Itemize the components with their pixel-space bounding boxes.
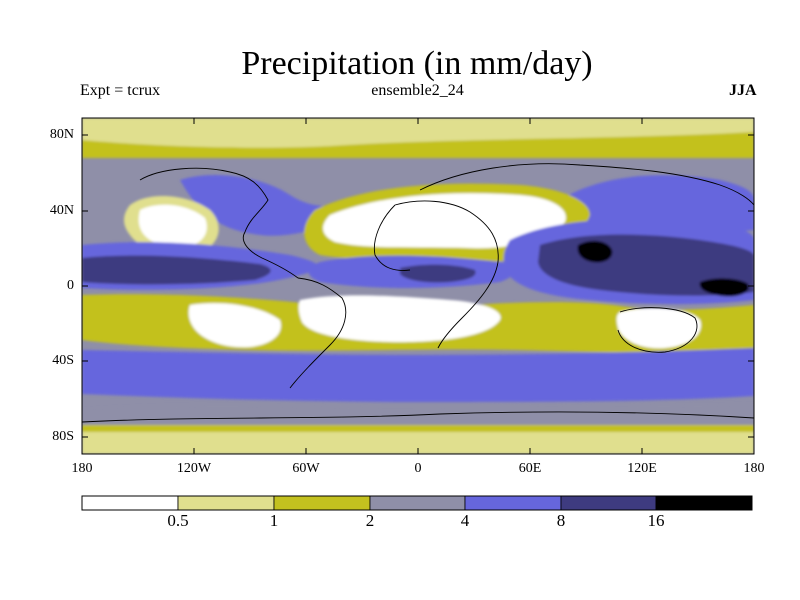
lon-tick-0: 0 <box>414 461 422 476</box>
north-pacific-high-very-dry <box>138 204 207 248</box>
map-title: Precipitation (in mm/day) <box>241 45 593 82</box>
north-pacific-storm-track <box>560 175 754 233</box>
west-africa-coast <box>373 204 411 271</box>
sahara-arabia-very-dry-zone <box>323 193 566 249</box>
southern-storm-track <box>82 348 754 402</box>
colorbar-segment-0-5-1 <box>177 495 275 511</box>
lon-tick-120e: 120E <box>627 461 657 476</box>
colorbar <box>81 495 753 511</box>
colorbar-segment-above-16 <box>655 495 753 511</box>
west-pacific-max <box>699 278 749 297</box>
colorbar-segment-1-2 <box>273 495 371 511</box>
australia-dry-zone <box>616 308 701 349</box>
lat-tick-40s: 40S <box>52 353 74 368</box>
antarctic-dry-band <box>82 432 754 454</box>
antarctica-coast <box>82 411 754 423</box>
colorbar-segment-4-8 <box>464 495 562 511</box>
lat-tick-80n: 80N <box>49 127 74 142</box>
colorbar-segment-8-16 <box>560 495 657 511</box>
lon-tick-60w: 60W <box>292 461 320 476</box>
lon-tick-180e: 180 <box>743 461 765 476</box>
colorbar-label-4: 4 <box>460 511 470 530</box>
bay-of-bengal-max <box>577 240 613 263</box>
lon-tick-60e: 60E <box>518 461 542 476</box>
north-america-coast <box>139 167 299 279</box>
coastlines <box>82 163 754 423</box>
axis-ticks <box>82 118 754 454</box>
lat-tick-0: 0 <box>67 278 74 293</box>
colorbar-label-1: 1 <box>269 511 279 530</box>
precipitation-field <box>82 118 754 454</box>
colorbar-frame <box>81 495 753 511</box>
colorbar-label-16: 16 <box>647 511 665 530</box>
australia-coast <box>617 307 698 353</box>
colorbar-segment-2-4 <box>369 495 466 511</box>
south-america-coast <box>289 277 347 389</box>
ensemble-label: ensemble2_24 <box>371 82 464 99</box>
africa-wet-core <box>400 264 476 283</box>
lat-tick-40n: 40N <box>49 203 74 218</box>
experiment-label: Expt = tcrux <box>80 82 161 99</box>
season-label: JJA <box>729 82 757 99</box>
colorbar-label-8: 8 <box>556 511 566 530</box>
colorbar-label-2: 2 <box>365 511 375 530</box>
africa-coast <box>394 200 499 349</box>
south-pacific-high-dry <box>188 303 281 348</box>
lon-tick-120w: 120W <box>176 461 212 476</box>
lon-tick-180w: 180 <box>71 461 93 476</box>
colorbar-segment-below-0-5 <box>81 495 179 511</box>
eurasia-coast <box>419 163 754 206</box>
pacific-itcz-core <box>82 255 271 285</box>
arctic-drier-band <box>82 118 754 148</box>
lat-tick-80s: 80S <box>52 429 74 444</box>
colorbar-label-0-5: 0.5 <box>167 511 189 530</box>
